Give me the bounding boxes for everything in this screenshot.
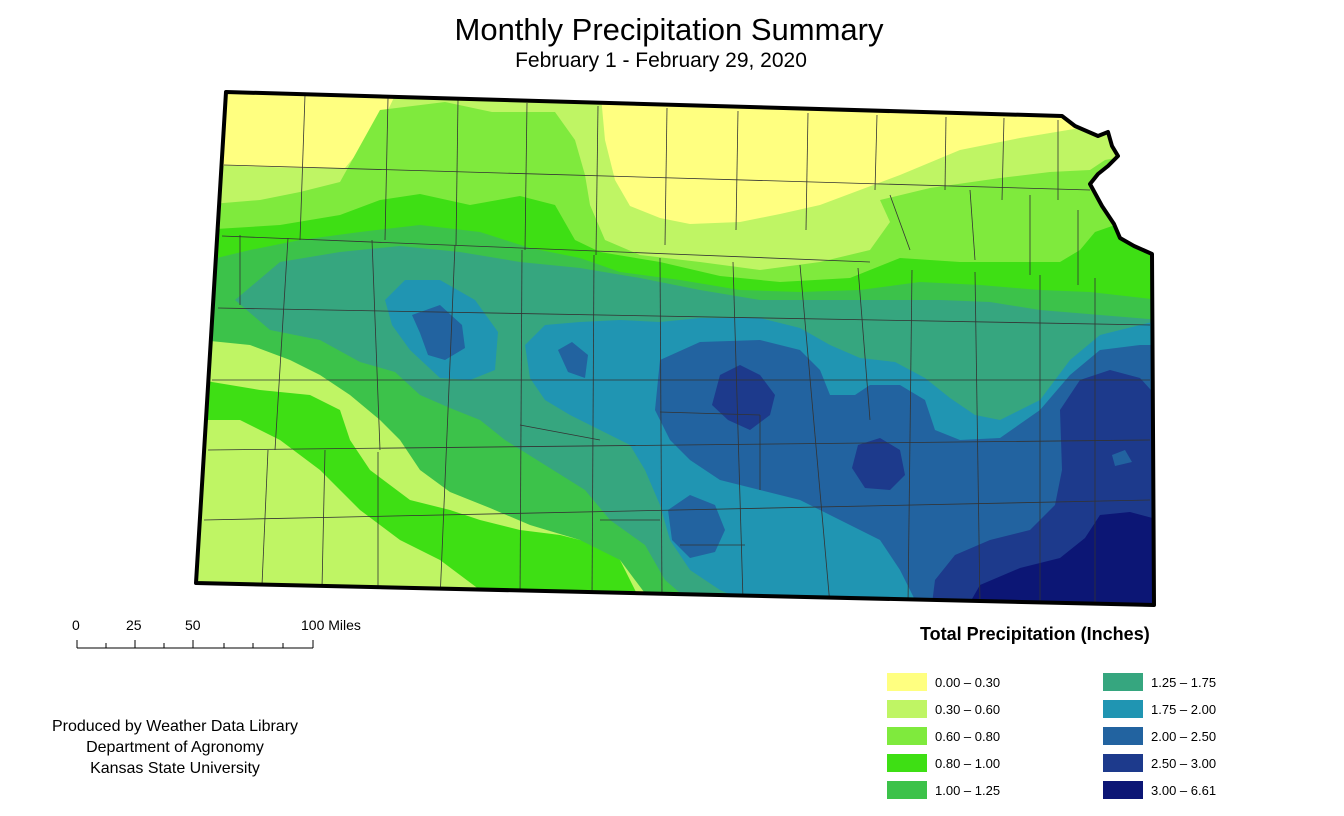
zone-0.60-0.80 bbox=[200, 102, 1154, 300]
zone-3.00-6.61 bbox=[960, 512, 1154, 605]
legend-label: 0.30 – 0.60 bbox=[935, 702, 1001, 717]
legend-label: 0.00 – 0.30 bbox=[935, 675, 1001, 690]
legend-swatch bbox=[887, 781, 927, 799]
legend-swatch bbox=[887, 727, 927, 745]
legend-label: 2.50 – 3.00 bbox=[1151, 756, 1217, 771]
scale-label-50: 50 bbox=[185, 617, 201, 633]
legend-swatch bbox=[1103, 673, 1143, 691]
legend-swatch bbox=[887, 673, 927, 691]
county-boundaries bbox=[203, 94, 1151, 605]
scale-bar bbox=[76, 640, 314, 649]
map-title: Monthly Precipitation Summary bbox=[454, 12, 884, 47]
legend-label: 0.80 – 1.00 bbox=[935, 756, 1001, 771]
zone-2.50-3.00 bbox=[852, 438, 905, 490]
credit-line-3: Kansas State University bbox=[90, 760, 260, 777]
legend-swatch bbox=[887, 700, 927, 718]
legend-label: 1.25 – 1.75 bbox=[1151, 675, 1217, 690]
legend-label: 1.00 – 1.25 bbox=[935, 783, 1001, 798]
zone-2.00-2.50 bbox=[668, 495, 725, 558]
kansas-state-outline bbox=[194, 90, 1156, 607]
legend-label: 0.60 – 0.80 bbox=[935, 729, 1001, 744]
zone-0.00-0.30 bbox=[600, 92, 1080, 224]
legend-swatch bbox=[1103, 781, 1143, 799]
legend-title: Total Precipitation (Inches) bbox=[920, 624, 1150, 644]
legend-label: 3.00 – 6.61 bbox=[1151, 783, 1217, 798]
credit-line-2: Department of Agronomy bbox=[86, 739, 264, 756]
zone-0.80-1.00 bbox=[200, 380, 640, 605]
scale-label-25: 25 bbox=[126, 617, 142, 633]
legend-label: 1.75 – 2.00 bbox=[1151, 702, 1217, 717]
credit-line-1: Produced by Weather Data Library bbox=[51, 718, 299, 735]
zone-0.00-0.30 bbox=[200, 92, 400, 168]
precipitation-zones bbox=[196, 92, 1154, 605]
scale-label-0: 0 bbox=[72, 617, 80, 633]
zone-2.00-2.50 bbox=[558, 342, 588, 378]
legend-label: 2.00 – 2.50 bbox=[1151, 729, 1217, 744]
legend-swatch bbox=[1103, 700, 1143, 718]
legend-swatch bbox=[887, 754, 927, 772]
scale-label-100-miles: 100 Miles bbox=[301, 617, 361, 633]
zone-2.00-2.50 bbox=[1112, 450, 1132, 466]
map-subtitle: February 1 - February 29, 2020 bbox=[515, 49, 807, 72]
legend-swatch bbox=[1103, 727, 1143, 745]
legend-swatch bbox=[1103, 754, 1143, 772]
